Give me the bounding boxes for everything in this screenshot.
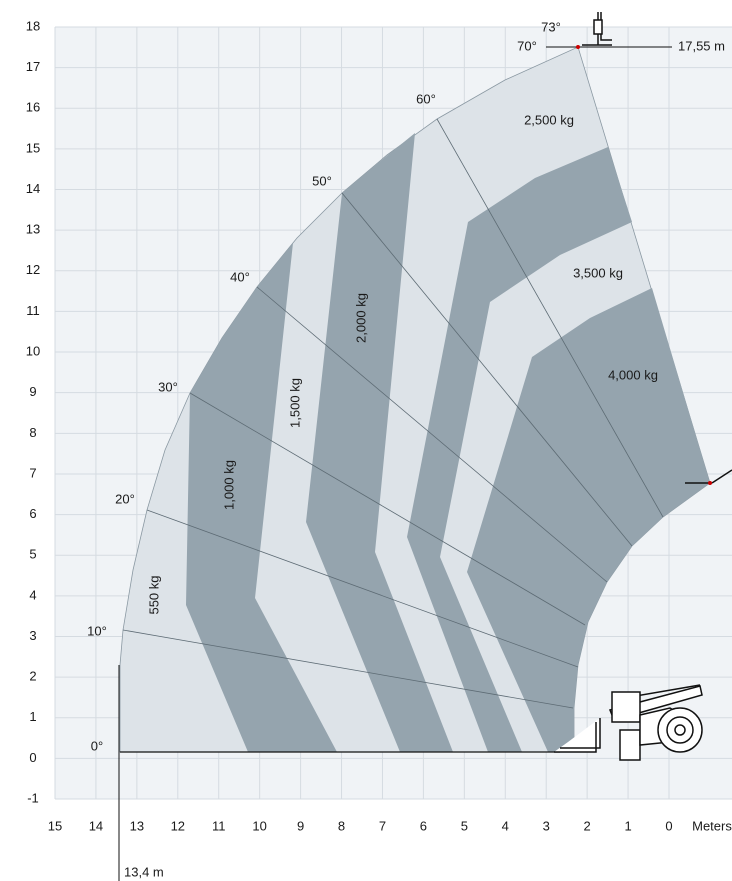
fork-top [576, 12, 612, 49]
y-tick-label: 1 [29, 709, 36, 724]
y-tick-label: 5 [29, 547, 36, 562]
load-band [407, 147, 632, 752]
y-tick-label: 15 [26, 140, 40, 155]
angle-line [256, 286, 608, 583]
telehandler [554, 684, 703, 761]
x-tick-label: 5 [461, 818, 468, 833]
x-tick-label: 6 [420, 818, 427, 833]
x-axis-label: Meters [692, 818, 732, 833]
load-label: 1,500 kg [287, 378, 302, 428]
y-tick-label: 9 [29, 384, 36, 399]
y-tick-label: 2 [29, 669, 36, 684]
y-tick-label: 7 [29, 465, 36, 480]
angle-line [436, 118, 664, 518]
y-tick-label: 8 [29, 425, 36, 440]
load-label: 550 kg [146, 575, 161, 614]
x-tick-label: 3 [543, 818, 550, 833]
angle-line [341, 192, 633, 547]
angle-label: 50° [312, 173, 332, 188]
angle-label: 73° [541, 19, 561, 34]
y-tick-label: 13 [26, 222, 40, 237]
x-tick-label: 1 [624, 818, 631, 833]
x-tick-label: 2 [584, 818, 591, 833]
y-tick-label: 18 [26, 18, 40, 33]
load-label: 2,000 kg [353, 293, 368, 343]
x-tick-label: 11 [212, 818, 226, 833]
load-label: 3,500 kg [573, 265, 623, 280]
load-band [467, 288, 710, 752]
x-tick-label: 15 [48, 818, 62, 833]
y-tick-label: 10 [26, 343, 40, 358]
load-band [306, 133, 453, 752]
x-tick-label: 0 [665, 818, 672, 833]
load-label: 2,500 kg [524, 112, 574, 127]
x-tick-label: 12 [171, 818, 185, 833]
angle-label: 30° [158, 379, 178, 394]
y-tick-label: 4 [29, 587, 36, 602]
max-reach-label: 13,4 m [124, 864, 164, 879]
x-tick-label: 14 [89, 818, 103, 833]
x-tick-label: 7 [379, 818, 386, 833]
y-tick-label: 16 [26, 100, 40, 115]
y-tick-label: 6 [29, 506, 36, 521]
x-tick-label: 9 [297, 818, 304, 833]
angle-label: 40° [230, 269, 250, 284]
angle-label: 20° [115, 491, 135, 506]
x-tick-label: 8 [338, 818, 345, 833]
y-tick-label: 0 [29, 750, 36, 765]
y-tick-label: 17 [26, 59, 40, 74]
angle-label: 10° [87, 623, 107, 638]
x-tick-label: 13 [130, 818, 144, 833]
angle-label: 0° [91, 738, 103, 753]
angle-line [146, 509, 579, 668]
load-label: 4,000 kg [608, 367, 658, 382]
x-tick-label: 10 [252, 818, 266, 833]
y-tick-label: 12 [26, 262, 40, 277]
x-tick-label: 4 [502, 818, 509, 833]
load-label: 1,000 kg [221, 460, 236, 510]
angle-label: 60° [416, 91, 436, 106]
y-tick-label: -1 [27, 790, 39, 805]
y-tick-label: 3 [29, 628, 36, 643]
angle-line [122, 629, 574, 709]
angle-line [189, 392, 586, 626]
y-tick-label: 11 [26, 303, 40, 318]
y-tick-label: 14 [26, 181, 40, 196]
fork-right [685, 469, 732, 485]
angle-label: 70° [517, 38, 537, 53]
max-height-label: 17,55 m [678, 38, 725, 53]
load-band [186, 243, 337, 752]
angle-lines [122, 118, 664, 709]
